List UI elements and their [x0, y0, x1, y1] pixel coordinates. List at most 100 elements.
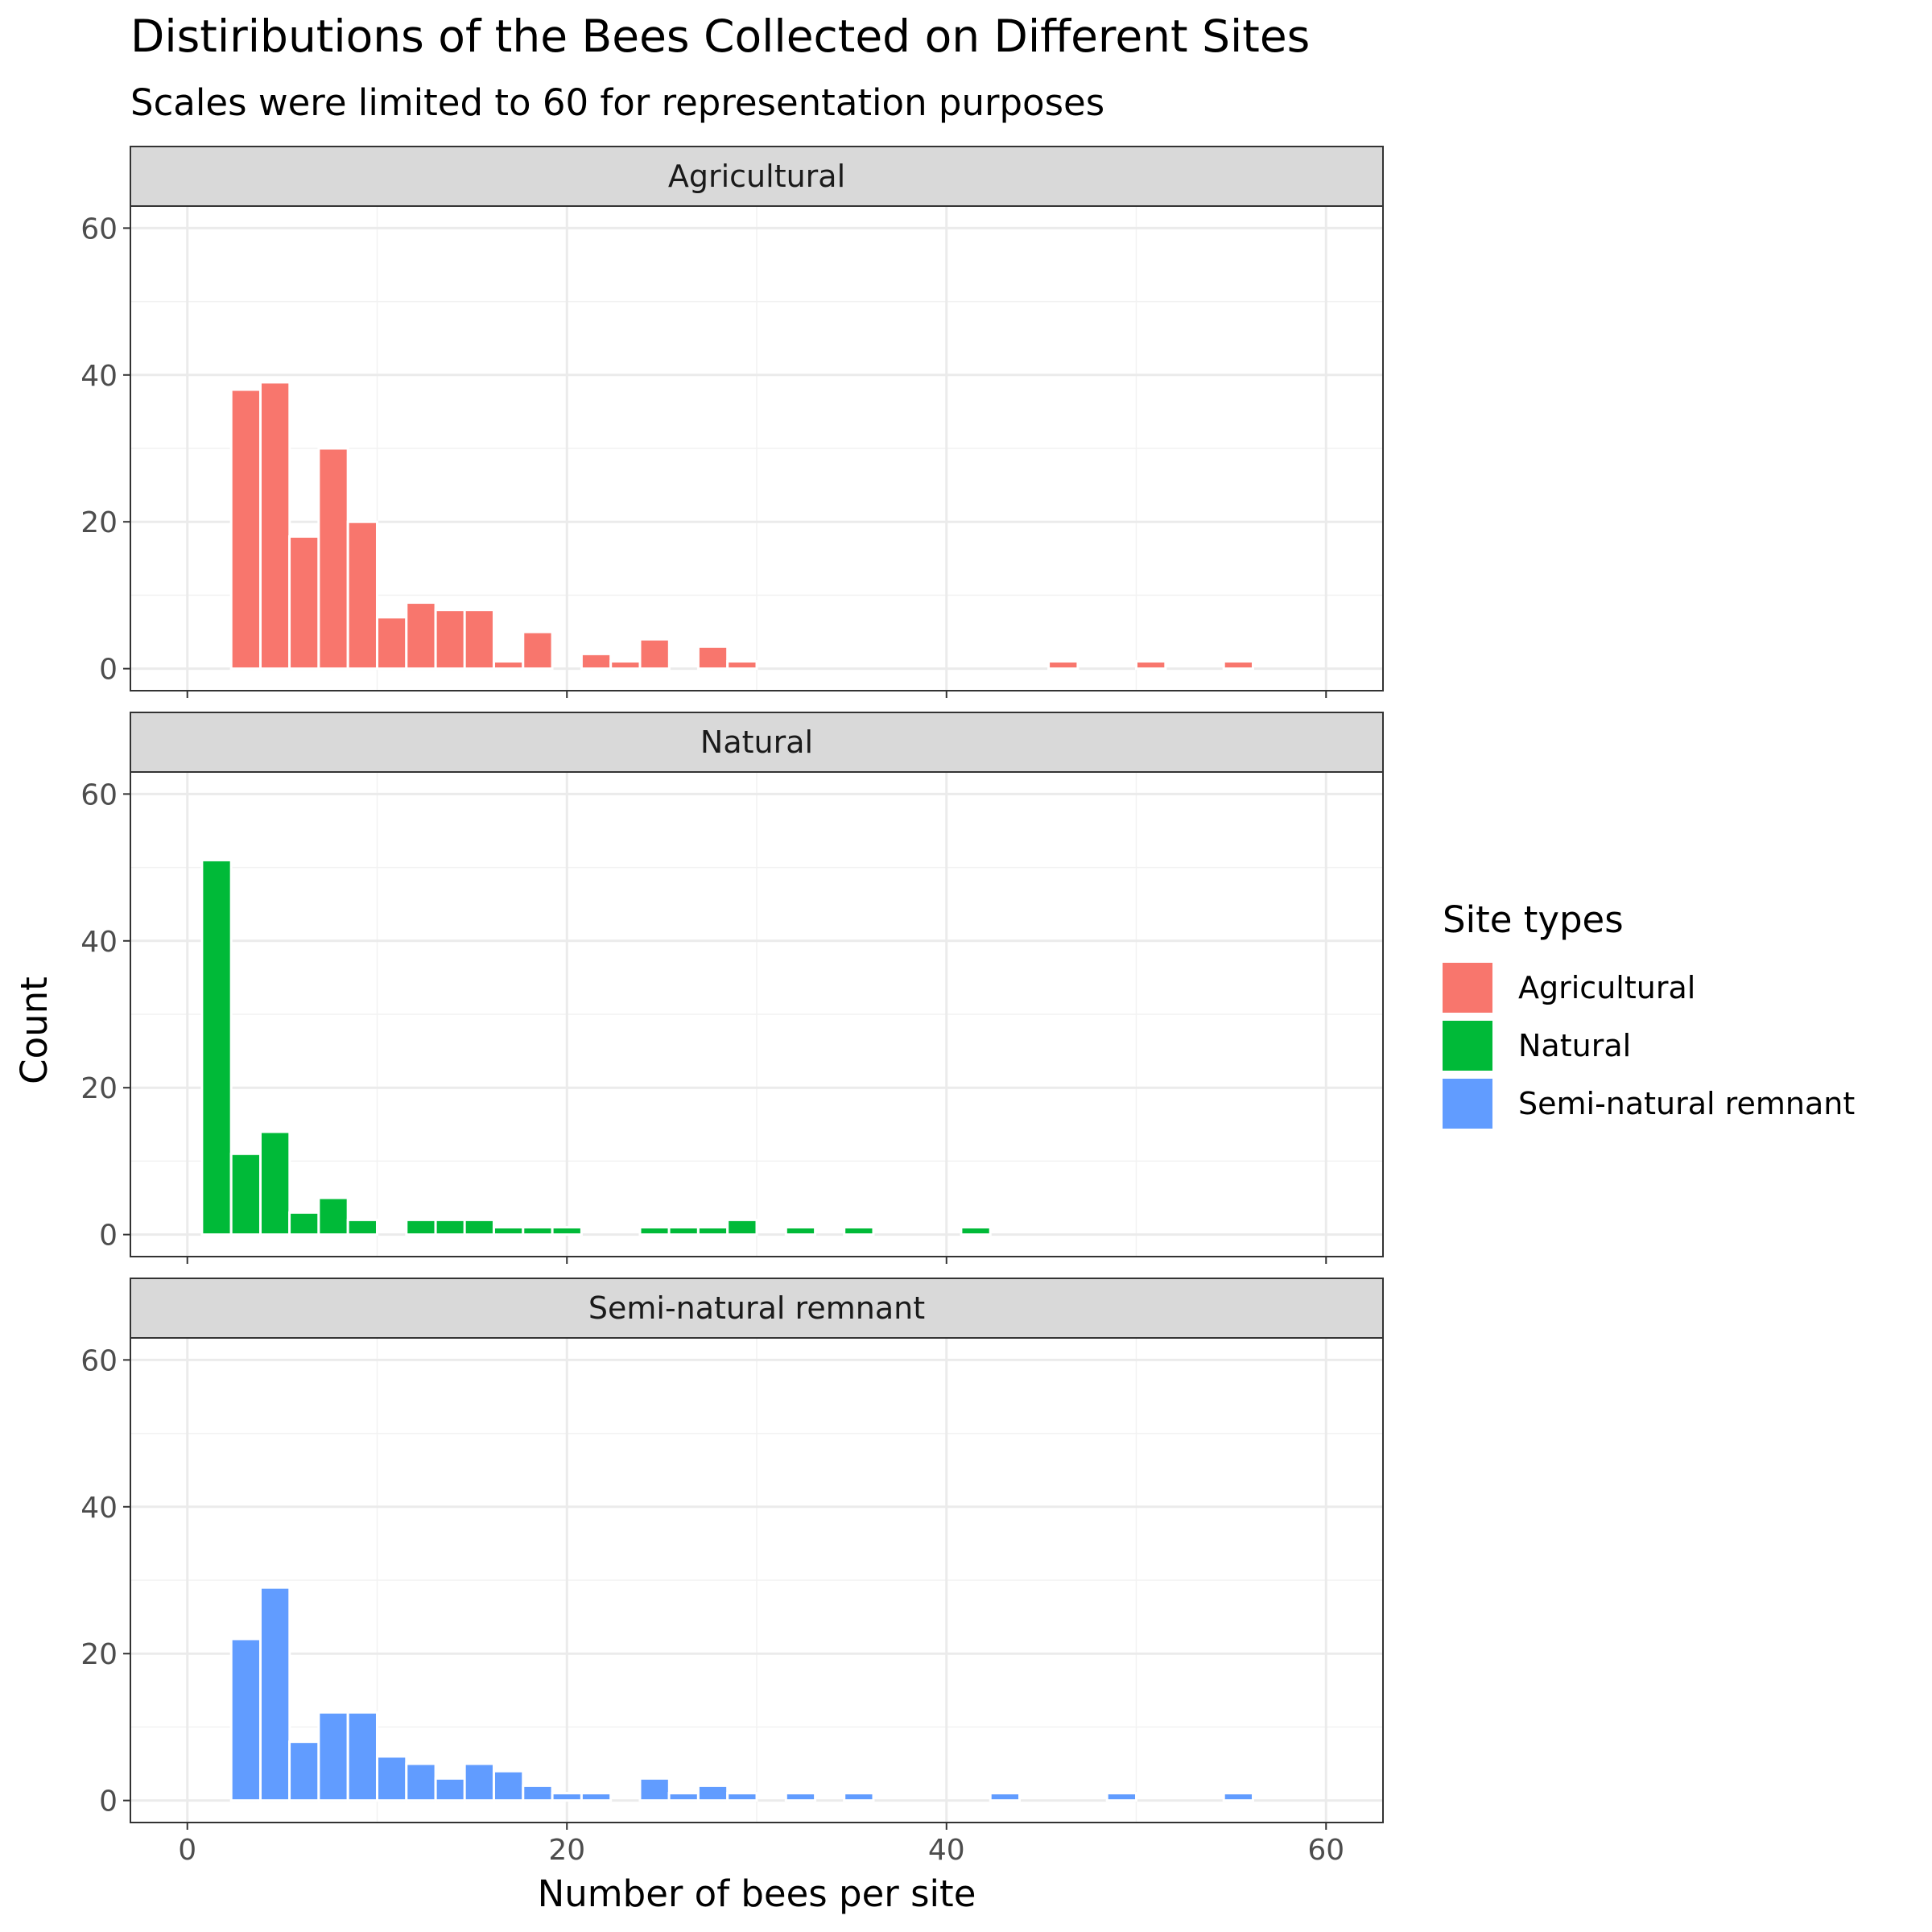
strip-label: Agricultural: [668, 159, 845, 194]
x-axis-title: Number of bees per site: [538, 1872, 976, 1915]
bar: [784, 1226, 817, 1236]
y-axis-title: Count: [13, 976, 56, 1084]
bar: [580, 1792, 613, 1802]
strip-background: [130, 1278, 1384, 1339]
bar: [696, 645, 729, 671]
chart-title: Distiributions of the Bees Collected on …: [130, 10, 1310, 62]
bar: [375, 1755, 408, 1802]
bar: [726, 1218, 758, 1236]
legend-swatch-semi-natural-remnant: [1443, 1079, 1492, 1129]
bar: [229, 388, 262, 671]
bar: [522, 1784, 554, 1802]
bar: [317, 1711, 349, 1802]
chart-subtitle: Scales were limited to 60 for representa…: [130, 81, 1104, 124]
y-tick-label: 60: [80, 213, 118, 246]
x-tick-label: 40: [928, 1834, 965, 1867]
legend-swatch-natural: [1443, 1021, 1492, 1071]
bar: [317, 447, 349, 671]
bar: [843, 1226, 875, 1236]
y-tick-label: 0: [99, 1220, 118, 1253]
bar: [288, 535, 320, 671]
bar: [258, 1130, 291, 1236]
legend-label-agricultural: Agricultural: [1518, 970, 1695, 1005]
bar: [200, 858, 233, 1236]
strip-background: [130, 712, 1384, 773]
bar: [434, 1777, 466, 1802]
bar: [551, 1792, 583, 1802]
bars-agricultural: [229, 381, 1255, 671]
y-tick-label: 20: [80, 1638, 118, 1671]
bar: [667, 1226, 700, 1236]
bar: [492, 1769, 525, 1802]
legend-title: Site types: [1443, 898, 1624, 941]
bar: [989, 1792, 1022, 1802]
bar: [784, 1792, 817, 1802]
bars-semi-natural-remnant: [229, 1586, 1255, 1802]
y-tick-label: 0: [99, 654, 118, 687]
y-tick-label: 0: [99, 1785, 118, 1818]
bar: [522, 630, 554, 671]
legend: Site types Agricultural Natural Semi-natur…: [1443, 898, 1855, 1129]
y-tick-label: 40: [80, 360, 118, 393]
legend-label-semi-natural-remnant: Semi-natural remnant: [1518, 1086, 1855, 1121]
y-tick-label: 60: [80, 778, 118, 811]
bar: [375, 616, 408, 671]
x-tick-label: 20: [548, 1834, 585, 1867]
bar: [1222, 660, 1255, 671]
bar: [346, 520, 378, 671]
facet-panel-semi-natural-remnant: Semi-natural remnant 0 20 40 60: [80, 1278, 1384, 1830]
bar: [1047, 660, 1080, 671]
bars-natural: [200, 858, 992, 1236]
bar: [288, 1211, 320, 1236]
bar: [463, 1218, 495, 1236]
bar: [638, 1226, 671, 1236]
bar: [317, 1196, 349, 1236]
bar: [346, 1711, 378, 1802]
y-tick-label: 20: [80, 1072, 118, 1105]
bar: [667, 1792, 700, 1802]
y-tick-label: 20: [80, 506, 118, 539]
x-tick-label: 0: [178, 1834, 196, 1867]
bar: [960, 1226, 992, 1236]
bar: [1222, 1792, 1255, 1802]
bar: [288, 1740, 320, 1802]
bar: [405, 601, 437, 671]
x-tick-label: 60: [1307, 1834, 1344, 1867]
bar: [258, 1586, 291, 1802]
bar: [1105, 1792, 1138, 1802]
bar: [229, 1152, 262, 1236]
y-tick-label: 40: [80, 926, 118, 959]
bar: [522, 1226, 554, 1236]
bar: [696, 1226, 729, 1236]
y-tick-label: 60: [80, 1344, 118, 1377]
bar: [229, 1637, 262, 1802]
bar: [1135, 660, 1167, 671]
bar: [696, 1784, 729, 1802]
bar: [580, 652, 613, 671]
facet-panel-natural: Natural 0 20 40 60: [80, 712, 1384, 1264]
legend-items: Agricultural Natural Semi-natural remnant: [1443, 963, 1855, 1129]
facet-panels: Agricultural0204060Natural0204060Semi-na…: [80, 146, 1384, 1830]
bar: [258, 381, 291, 671]
y-tick-label: 40: [80, 1492, 118, 1525]
bar: [405, 1762, 437, 1802]
bar: [346, 1218, 378, 1236]
bar: [638, 1777, 671, 1802]
bar: [405, 1218, 437, 1236]
strip-label: Natural: [700, 724, 813, 760]
bar: [434, 609, 466, 671]
bar: [463, 609, 495, 671]
bar: [726, 1792, 758, 1802]
legend-swatch-agricultural: [1443, 963, 1492, 1013]
bar: [492, 660, 525, 671]
legend-label-natural: Natural: [1518, 1028, 1631, 1063]
strip-label: Semi-natural remnant: [588, 1290, 925, 1326]
facet-panel-agricultural: Agricultural 0 20 40 60: [80, 146, 1384, 698]
bar: [463, 1762, 495, 1802]
bar: [638, 638, 671, 671]
bar: [492, 1226, 525, 1236]
bar: [434, 1218, 466, 1236]
bar: [843, 1792, 875, 1802]
x-axis: 0 20 40 60: [178, 1834, 1344, 1867]
